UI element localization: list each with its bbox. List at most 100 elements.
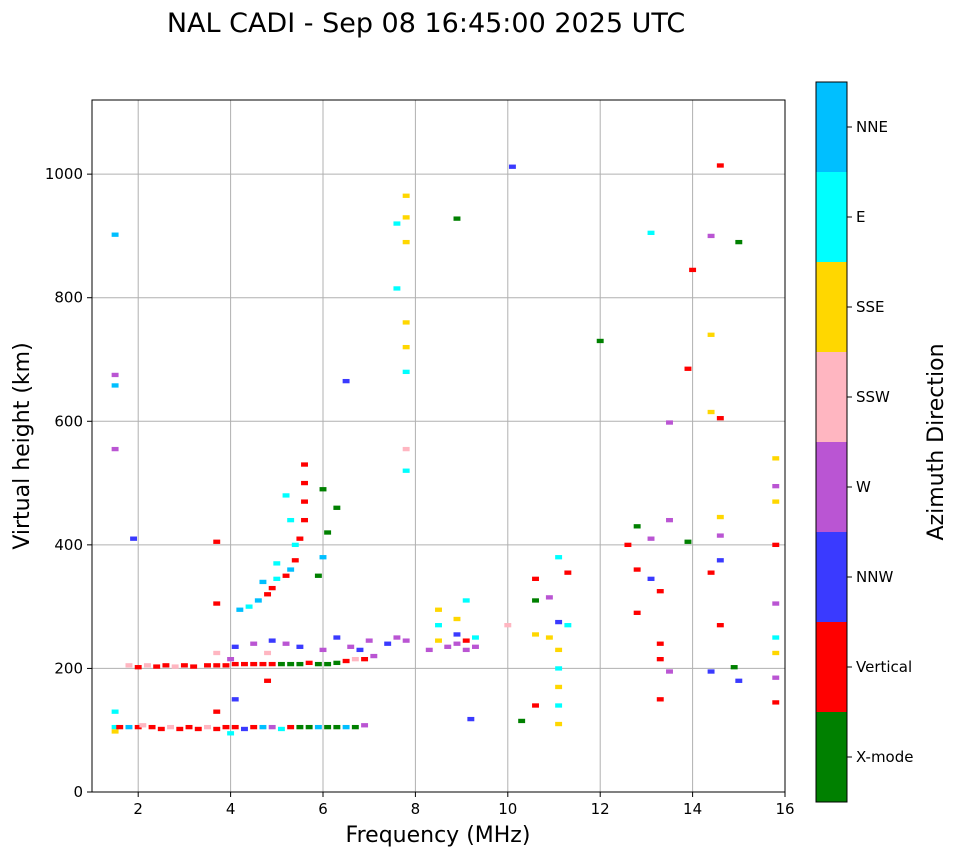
x-tick-label: 6 — [318, 800, 328, 818]
data-point-ssw — [504, 623, 512, 628]
data-point-x-mode — [684, 539, 692, 544]
data-point-x-mode — [287, 661, 295, 667]
data-point-sse — [772, 650, 780, 656]
colorbar-swatch-w — [816, 442, 847, 532]
data-point-nnw — [231, 644, 239, 649]
data-point-sse — [555, 721, 563, 727]
data-point-sse — [545, 635, 553, 640]
data-point-vertical — [462, 638, 470, 643]
data-point-x-mode — [305, 724, 313, 730]
data-point-vertical — [564, 570, 572, 575]
data-point-w — [227, 656, 235, 662]
data-point-vertical — [684, 366, 692, 371]
data-point-nne — [111, 232, 119, 237]
colorbar-label: Azimuth Direction — [924, 343, 949, 540]
data-point-vertical — [633, 610, 641, 615]
data-point-vertical — [689, 267, 697, 273]
data-point-w — [393, 635, 401, 640]
data-point-vertical — [656, 656, 664, 662]
data-point-x-mode — [324, 530, 332, 535]
data-point-vertical — [624, 542, 632, 548]
data-point-nnw — [384, 641, 392, 646]
data-point-vertical — [185, 724, 193, 730]
data-point-w — [716, 533, 724, 538]
data-point-vertical — [301, 517, 308, 523]
grid — [92, 100, 786, 793]
data-point-vertical — [250, 661, 258, 667]
data-point-x-mode — [277, 661, 285, 667]
data-point-vertical — [157, 726, 165, 732]
data-point-vertical — [213, 539, 221, 544]
data-point-e — [555, 666, 563, 671]
data-point-e — [291, 542, 299, 548]
y-tick-label: 600 — [54, 412, 83, 430]
data-point-ssw — [204, 724, 211, 730]
data-point-e — [393, 221, 401, 226]
colorbar-swatch-x-mode — [816, 712, 847, 802]
colorbar-label-sse: SSE — [856, 298, 885, 316]
data-point-vertical — [240, 661, 248, 667]
data-point-x-mode — [324, 724, 332, 730]
data-point-sse — [402, 239, 410, 245]
data-point-vertical — [772, 700, 780, 705]
data-point-vertical — [342, 658, 350, 664]
data-point-vertical — [162, 663, 170, 668]
data-point-vertical — [656, 589, 664, 594]
data-point-ssw — [143, 663, 151, 668]
data-point-ssw — [171, 664, 179, 669]
data-point-e — [564, 623, 572, 628]
data-point-w — [772, 483, 780, 489]
data-point-vertical — [296, 536, 304, 541]
data-point-e — [471, 635, 479, 640]
data-point-w — [365, 638, 373, 643]
data-point-e — [111, 709, 119, 714]
data-point-ssw — [167, 724, 175, 730]
data-point-vertical — [716, 416, 724, 421]
data-points — [111, 163, 780, 736]
data-point-nne — [314, 724, 322, 730]
data-point-vertical — [180, 663, 188, 668]
data-point-vertical — [707, 570, 715, 575]
data-point-vertical — [301, 480, 308, 486]
colorbar-label-w: W — [856, 478, 871, 496]
data-point-x-mode — [333, 505, 341, 510]
data-point-w — [111, 372, 119, 378]
data-point-vertical — [222, 724, 230, 730]
data-point-sse — [402, 344, 410, 350]
data-point-x-mode — [324, 661, 332, 667]
colorbar-swatch-sse — [816, 262, 847, 352]
data-point-nne — [125, 724, 133, 730]
data-point-vertical — [264, 592, 272, 597]
data-point-vertical — [116, 724, 124, 730]
data-point-vertical — [282, 573, 290, 578]
data-point-e — [277, 726, 285, 732]
x-tick-label: 12 — [591, 800, 610, 818]
data-point-nne — [254, 598, 262, 603]
data-point-vertical — [134, 665, 142, 670]
colorbar-label-x-mode: X-mode — [856, 748, 913, 766]
colorbar-label-ssw: SSW — [856, 388, 890, 406]
data-point-ssw — [264, 650, 272, 656]
data-point-nne — [319, 555, 327, 560]
data-point-e — [435, 623, 442, 628]
data-point-x-mode — [453, 216, 461, 221]
data-point-nnw — [555, 619, 563, 625]
data-point-e — [393, 286, 401, 291]
data-point-nnw — [296, 644, 304, 649]
data-point-nne — [259, 579, 267, 585]
data-point-w — [707, 233, 715, 239]
data-point-sse — [532, 632, 539, 637]
data-point-vertical — [301, 462, 308, 467]
y-tick-label: 1000 — [45, 165, 83, 183]
colorbar-swatch-e — [816, 172, 847, 262]
x-axis-label: Frequency (MHz) — [346, 823, 531, 848]
data-point-e — [402, 468, 410, 473]
data-point-w — [444, 644, 452, 649]
data-point-vertical — [656, 697, 664, 702]
data-point-e — [273, 576, 281, 582]
data-point-nnw — [130, 536, 138, 541]
chart-title: NAL CADI - Sep 08 16:45:00 2025 UTC — [167, 8, 685, 39]
colorbar-frame — [815, 81, 848, 803]
colorbar-label-nnw: NNW — [856, 568, 893, 586]
data-point-vertical — [772, 542, 780, 548]
